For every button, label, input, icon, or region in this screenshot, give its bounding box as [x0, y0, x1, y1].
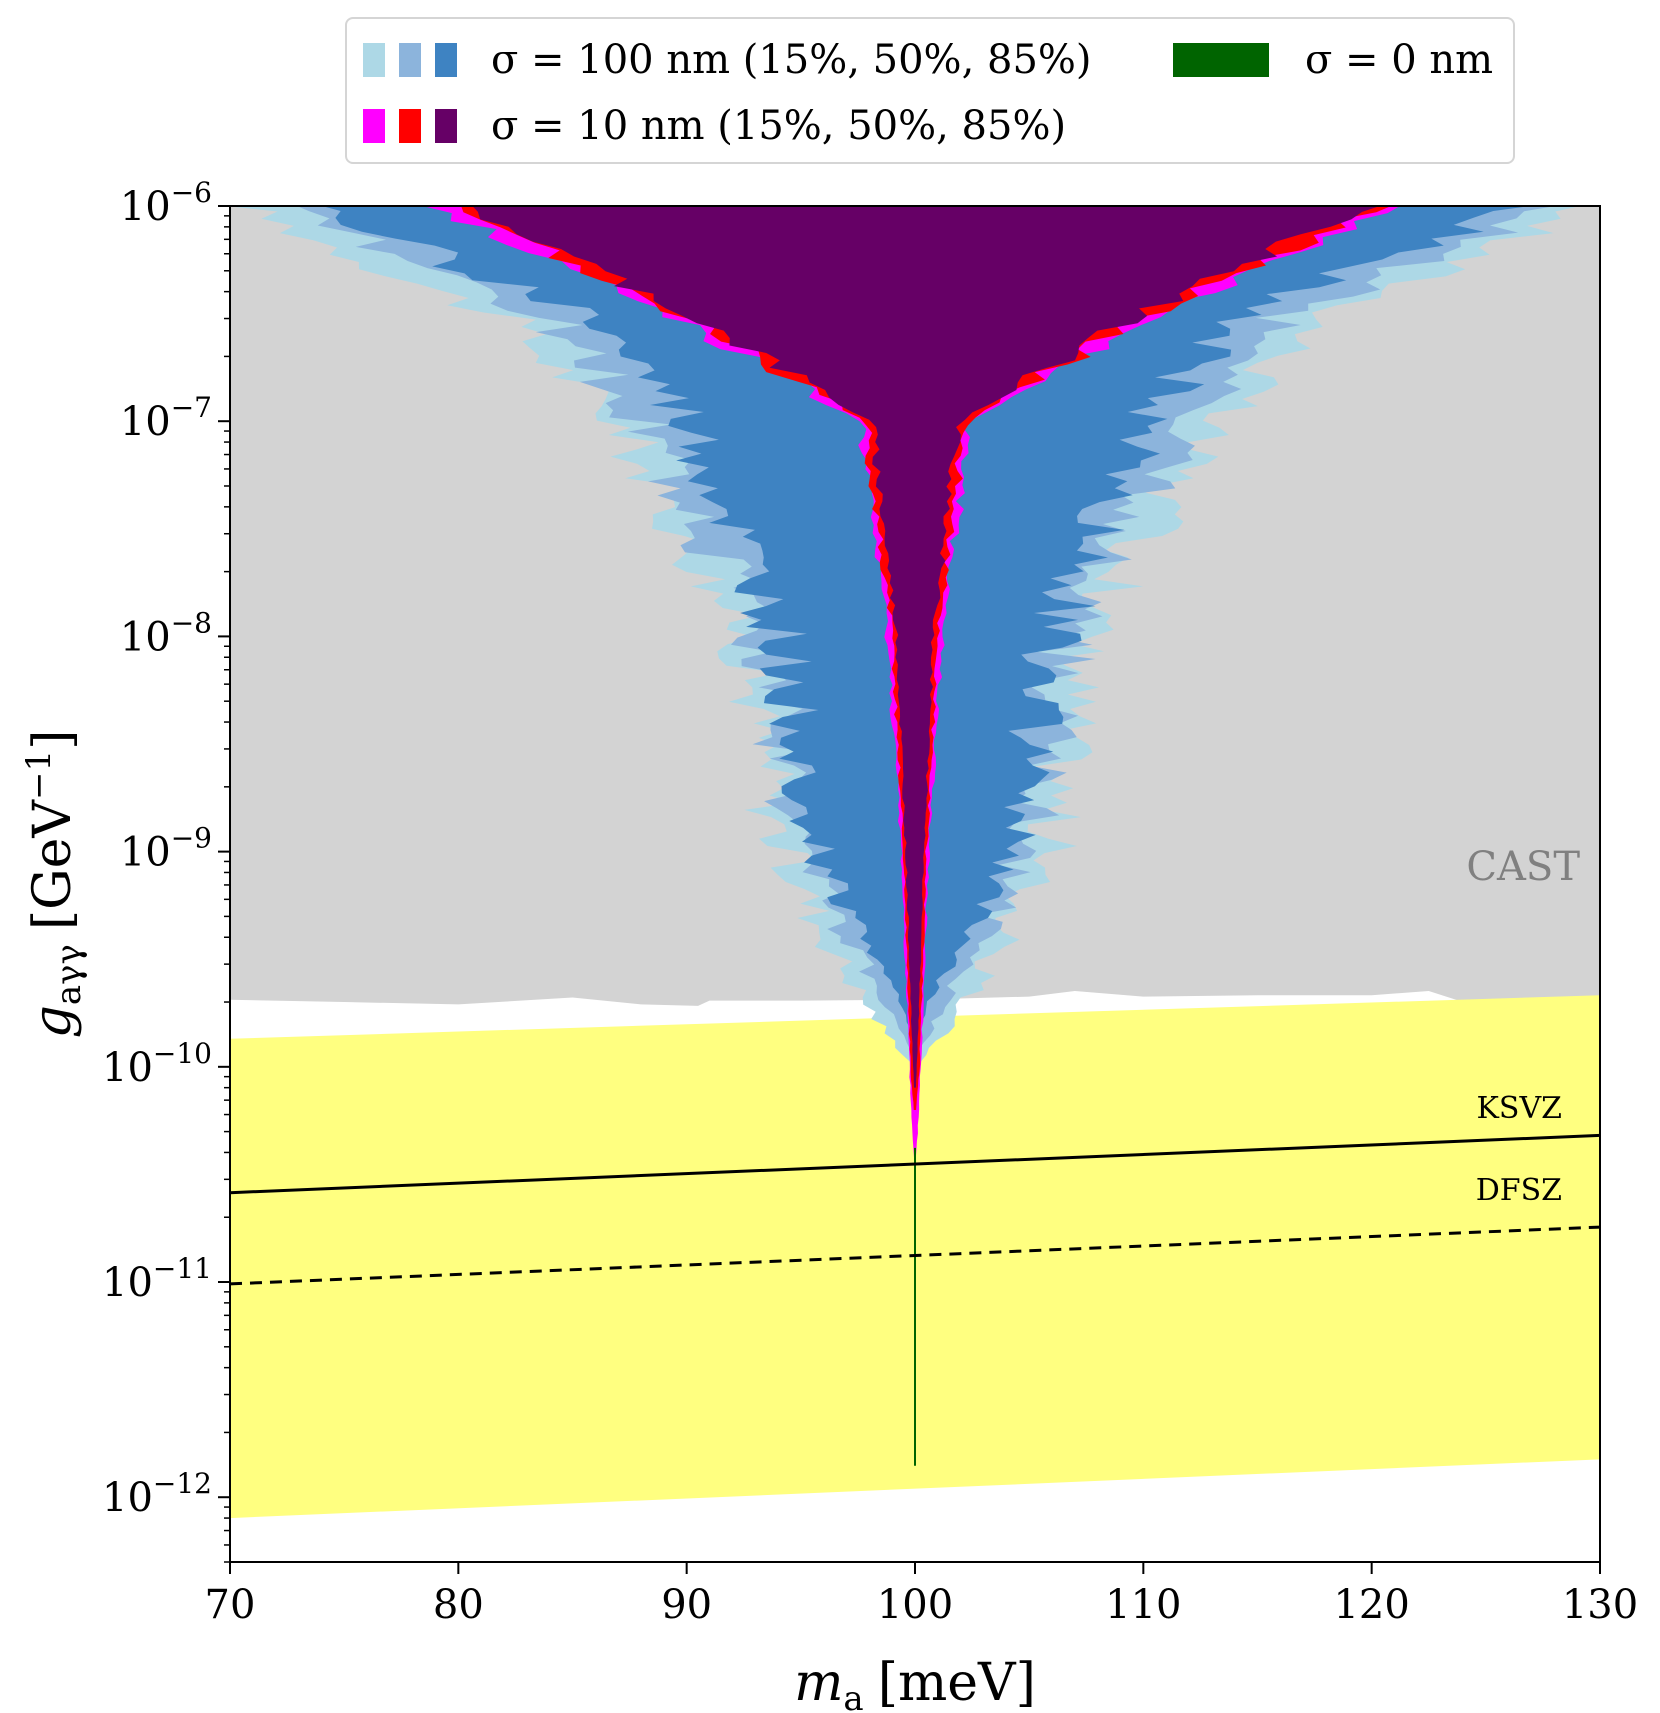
- legend-entry-sigma-10nm: σ = 10 nm (15%, 50%, 85%): [363, 103, 1066, 149]
- y-tick-label: 10−7: [120, 391, 212, 445]
- legend-swatch-100nm-50: [399, 43, 421, 77]
- legend-label-sigma-10nm: σ = 10 nm (15%, 50%, 85%): [491, 103, 1067, 149]
- legend-label-sigma-0nm: σ = 0 nm: [1305, 37, 1494, 83]
- x-axis: 70 80 90 100 110 120 130: [205, 1562, 1638, 1628]
- legend-swatch-10nm-85: [435, 109, 457, 143]
- y-axis-label: gaγγ [GeV−1]: [19, 730, 89, 1039]
- y-tick-label: 10−10: [102, 1037, 212, 1091]
- x-axis-subscript: a: [843, 1679, 863, 1713]
- x-tick-label: 110: [1105, 1582, 1181, 1628]
- y-axis-unit-exponent: −1: [19, 750, 59, 800]
- x-tick-label: 130: [1562, 1582, 1638, 1628]
- x-tick-label: 120: [1333, 1582, 1409, 1628]
- legend-label-sigma-100nm: σ = 100 nm (15%, 50%, 85%): [491, 37, 1092, 83]
- y-axis-unit: [GeV: [23, 799, 83, 931]
- sigma-10nm-85-region: [472, 206, 1380, 1088]
- ksvz-line: [230, 1133, 1600, 1195]
- y-axis: 10−6 10−7 10−8 10−9 10−10 10−11 10−12: [102, 176, 230, 1563]
- y-tick-label: 10−12: [102, 1467, 212, 1521]
- x-axis-unit: [meV]: [878, 1653, 1036, 1713]
- cast-label: CAST: [1466, 844, 1580, 890]
- legend-swatch-10nm-15: [363, 109, 385, 143]
- dfsz-label: DFSZ: [1476, 1173, 1562, 1208]
- legend-swatch-100nm-15: [363, 43, 385, 77]
- y-tick-label: 10−9: [120, 822, 212, 876]
- y-axis-subscript: aγγ: [49, 944, 89, 1005]
- x-tick-label: 80: [433, 1582, 484, 1628]
- legend-swatch-100nm-85: [435, 43, 457, 77]
- y-tick-label: 10−11: [102, 1252, 212, 1306]
- y-tick-label: 10−6: [120, 176, 212, 230]
- x-tick-label: 70: [205, 1582, 256, 1628]
- x-axis-symbol: m: [794, 1653, 843, 1713]
- annotations: CAST KSVZ DFSZ: [1466, 844, 1580, 1208]
- legend-entry-sigma-100nm: σ = 100 nm (15%, 50%, 85%): [363, 37, 1092, 83]
- legend-swatch-10nm-50: [399, 109, 421, 143]
- legend: σ = 100 nm (15%, 50%, 85%) σ = 10 nm (15…: [345, 17, 1515, 164]
- y-axis-symbol: g: [23, 1005, 83, 1038]
- y-axis-unit-close: ]: [23, 730, 83, 750]
- y-tick-label: 10−8: [120, 606, 212, 660]
- line-layer: [230, 1133, 1600, 1466]
- dfsz-line: [230, 1225, 1600, 1286]
- legend-swatch-0nm: [1173, 43, 1269, 77]
- x-axis-label: ma [meV]: [794, 1653, 1036, 1713]
- x-tick-label: 90: [661, 1582, 712, 1628]
- ksvz-label: KSVZ: [1477, 1091, 1562, 1126]
- region-layer: [230, 206, 1600, 1519]
- legend-entry-sigma-0nm: σ = 0 nm: [1173, 37, 1493, 83]
- x-tick-label: 100: [877, 1582, 953, 1628]
